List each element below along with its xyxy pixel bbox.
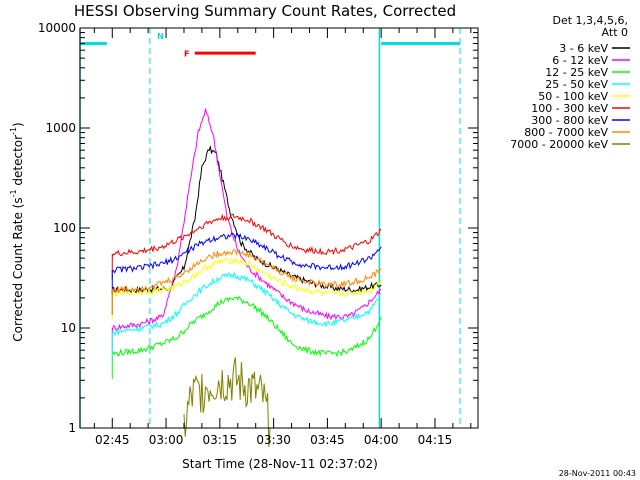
legend-entry-label: 50 - 100 keV [538,90,608,103]
y-axis-label-sup1: -1 [9,189,18,197]
series-line [111,108,382,332]
legend-header: Att 0 [602,26,628,39]
legend-entry-label: 3 - 6 keV [559,42,608,55]
y-axis-label-mid: detector [11,135,25,190]
y-axis-label: Corrected Count Rate (s-1 detector-1) [9,122,25,341]
y-axis-label-end: ) [11,122,25,127]
legend-entry-label: 6 - 12 keV [552,54,608,67]
legend-header: Det 1,3,4,5,6, [552,14,628,27]
axes: 1 10 100 1000 10000 02:45 03:00 03:15 03:30 03:45… [38,21,479,447]
legend-entry-label: 12 - 25 keV [545,66,608,79]
night-flag-label: N [157,32,164,41]
x-tick-label: 03:45 [310,433,345,447]
x-tick-label: 03:30 [256,433,291,447]
timestamp: 28-Nov-2011 00:43 [559,469,636,478]
y-axis-label-main: Corrected Count Rate (s [11,197,25,341]
legend-entry-label: 25 - 50 keV [545,78,608,91]
legend-entry-label: 100 - 300 keV [531,102,608,115]
series-line [112,232,382,274]
plot-area: NF [79,28,461,447]
series-line [112,271,382,337]
legend-entry-label: 300 - 800 keV [531,114,608,127]
series-line [111,295,382,358]
legend-entry-label: 800 - 7000 keV [524,126,608,139]
x-tick-label: 03:15 [203,433,238,447]
x-tick-label: 03:00 [149,433,184,447]
plot-frame [79,27,479,429]
svg-text:Corrected Count Rate (s-1 dete: Corrected Count Rate (s-1 detector-1) [9,122,25,341]
x-tick-label: 04:00 [364,433,399,447]
y-tick-label: 1 [68,421,76,435]
x-axis-label: Start Time (28-Nov-11 02:37:02) [182,457,378,471]
series-line [111,256,382,298]
x-tick-label: 04:15 [418,433,453,447]
series-line [111,213,382,257]
chart-title: HESSI Observing Summary Count Rates, Cor… [74,2,456,20]
legend-entry-label: 7000 - 20000 keV [510,138,608,151]
y-tick-label: 10 [61,321,76,335]
y-tick-label: 10000 [38,21,76,35]
series-line [183,357,271,447]
flare-flag-label: F [184,49,189,58]
series-line [111,248,382,294]
y-tick-label: 100 [53,221,76,235]
x-tick-label: 02:45 [95,433,130,447]
y-tick-label: 1000 [45,121,76,135]
y-axis-label-sup2: -1 [9,127,18,135]
series-line [112,144,382,294]
